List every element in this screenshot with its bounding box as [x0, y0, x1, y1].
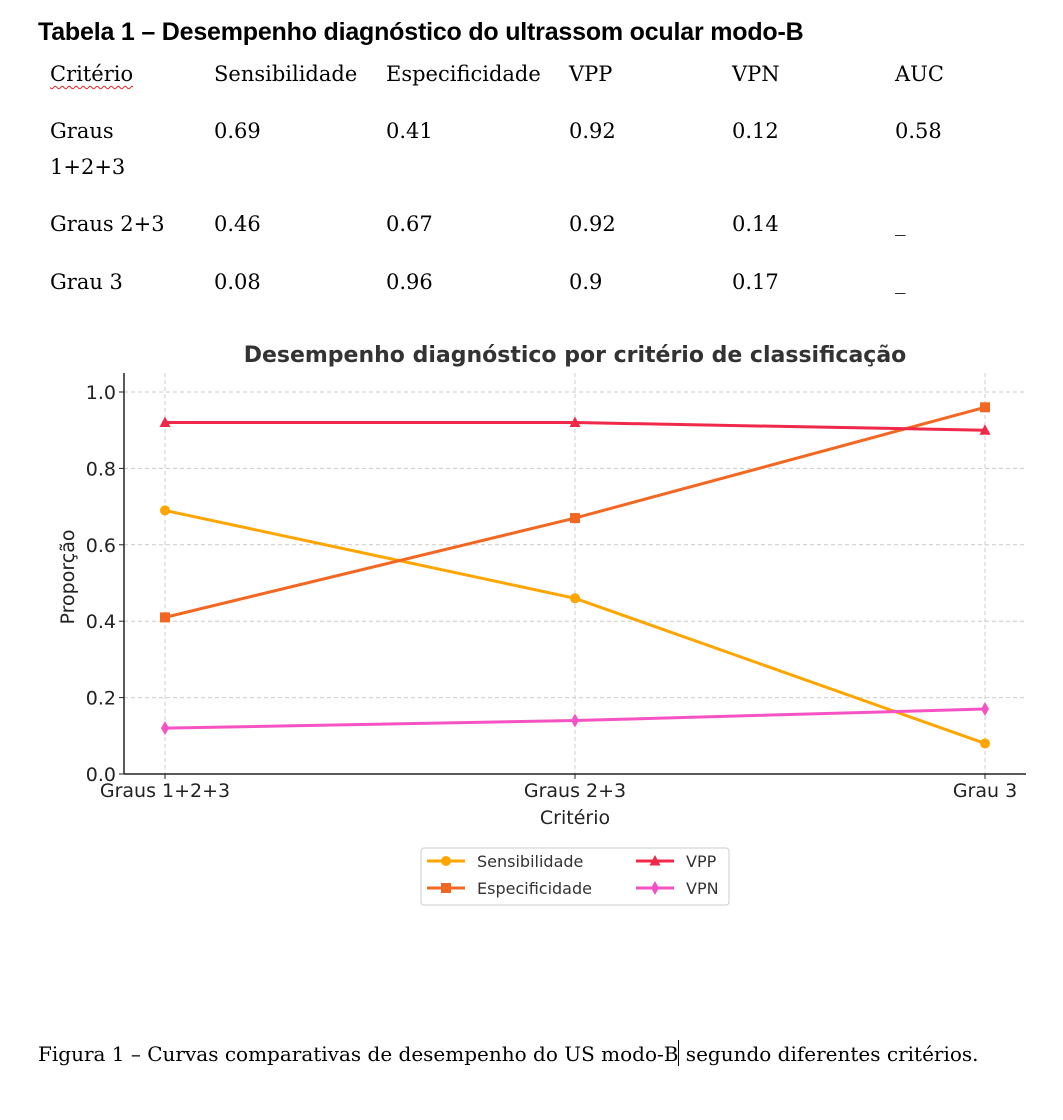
data-point-sensibilidade [160, 505, 170, 516]
table-cell: 0.92 [569, 212, 616, 236]
table-cell: _ [895, 270, 906, 294]
table-cell: 0.46 [214, 212, 261, 236]
data-point-especificidade [160, 612, 170, 623]
legend-marker-vpn [651, 881, 659, 895]
table-cell: 0.58 [895, 119, 942, 143]
y-tick-label: 0.2 [86, 688, 116, 710]
caption-text: Figura 1 – Curvas comparativas de desemp… [38, 1042, 679, 1066]
figure-caption: Figura 1 – Curvas comparativas de desemp… [38, 1040, 979, 1066]
table-title: Tabela 1 – Desempenho diagnóstico do ult… [38, 18, 804, 46]
y-tick-label: 0.0 [86, 764, 116, 786]
table-cell: Graus 1+2+3 [50, 119, 126, 179]
table-cell: 0.9 [569, 270, 603, 294]
table-cell: _ [895, 212, 906, 236]
table-header-cell: Sensibilidade [214, 62, 358, 86]
x-tick-label: Grau 3 [953, 780, 1017, 802]
text-cursor [678, 1040, 680, 1066]
table-cell: 0.92 [569, 119, 616, 143]
table-cell: Grau 3 [50, 270, 123, 294]
table-cell: 0.41 [386, 119, 433, 143]
y-tick-label: 0.4 [86, 611, 116, 633]
data-point-vpp [569, 416, 581, 428]
legend-marker-sensibilidade [441, 856, 451, 866]
data-point-sensibilidade [570, 593, 580, 604]
table-header-cell: VPP [569, 62, 613, 86]
table-header-cell: VPN [732, 62, 780, 86]
data-point-vpp [979, 424, 991, 435]
legend-label-vpp: VPP [686, 852, 717, 871]
table-header-cell: Critério [50, 62, 134, 86]
data-point-vpn [161, 721, 169, 736]
table-cell: 0.14 [732, 212, 779, 236]
y-axis-label: Proporção [57, 530, 79, 625]
legend-marker-vpp [649, 855, 661, 866]
table-cell: 0.12 [732, 119, 779, 143]
x-tick-label: Graus 1+2+3 [100, 780, 230, 802]
data-point-vpp [159, 416, 171, 428]
table-header-cell: Especificidade [386, 62, 541, 86]
y-tick-label: 0.6 [86, 535, 116, 557]
legend-label-sensibilidade: Sensibilidade [477, 852, 583, 871]
table-cell: 0.96 [386, 270, 433, 294]
data-point-vpn [571, 713, 579, 728]
data-point-especificidade [980, 402, 990, 413]
legend-label-vpn: VPN [686, 879, 719, 898]
y-tick-label: 0.8 [86, 458, 116, 480]
data-point-especificidade [570, 513, 580, 524]
legend-marker-especificidade [441, 883, 451, 893]
data-point-vpn [981, 702, 989, 717]
chart-title: Desempenho diagnóstico por critério de c… [244, 343, 907, 368]
table-cell: 0.69 [214, 119, 261, 143]
table-header-cell: AUC [895, 62, 944, 86]
table-cell: Graus 2+3 [50, 212, 165, 236]
table-cell: 0.17 [732, 270, 779, 294]
data-point-sensibilidade [980, 738, 990, 749]
caption-text-end: segundo diferentes critérios. [679, 1042, 979, 1066]
legend-label-especificidade: Especificidade [477, 879, 592, 898]
x-axis-label: Critério [540, 807, 610, 829]
x-tick-label: Graus 2+3 [524, 780, 626, 802]
table-cell: 0.08 [214, 270, 261, 294]
table-cell: 0.67 [386, 212, 433, 236]
y-tick-label: 1.0 [86, 382, 116, 404]
